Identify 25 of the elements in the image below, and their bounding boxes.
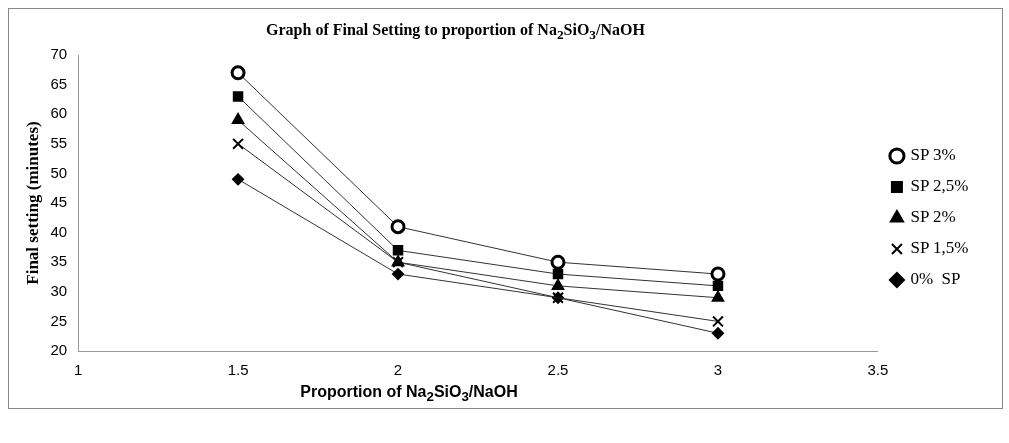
y-tick-label: 55 [50,134,68,152]
x-tick-label: 3.5 [867,361,889,379]
legend-label: SP 2% [910,207,956,227]
chart-title: Graph of Final Setting to proportion of Na$_{2}$SiO$_{3}$/NaOH [265,21,646,44]
y-tick-label: 30 [50,282,68,300]
y-tick-label: 70 [50,45,68,63]
legend-label: SP 1,5% [910,238,969,258]
y-tick-label: 40 [50,222,68,240]
x-tick-label: 1.5 [227,361,249,379]
x-tick-label: 2.5 [547,361,569,379]
x-tick-label: 1 [73,361,83,379]
y-tick-label: 60 [50,104,68,122]
legend-label: SP 2,5% [910,176,969,196]
y-tick-label: 45 [50,193,68,211]
legend-label: 0% SP [910,269,961,289]
y-tick-label: 20 [50,341,68,359]
x-tick-label: 2 [393,361,403,379]
x-axis-title: Proportion of Na$_{2}$SiO$_{3}$/NaOH [299,383,519,405]
y-tick-label: 35 [50,252,68,270]
legend-label: SP 3% [910,145,956,165]
y-axis-title: Final setting (minutes) [22,121,42,285]
x-tick-label: 3 [713,361,723,379]
y-tick-label: 65 [50,74,68,92]
y-tick-label: 50 [50,163,68,181]
y-tick-label: 25 [50,311,68,329]
